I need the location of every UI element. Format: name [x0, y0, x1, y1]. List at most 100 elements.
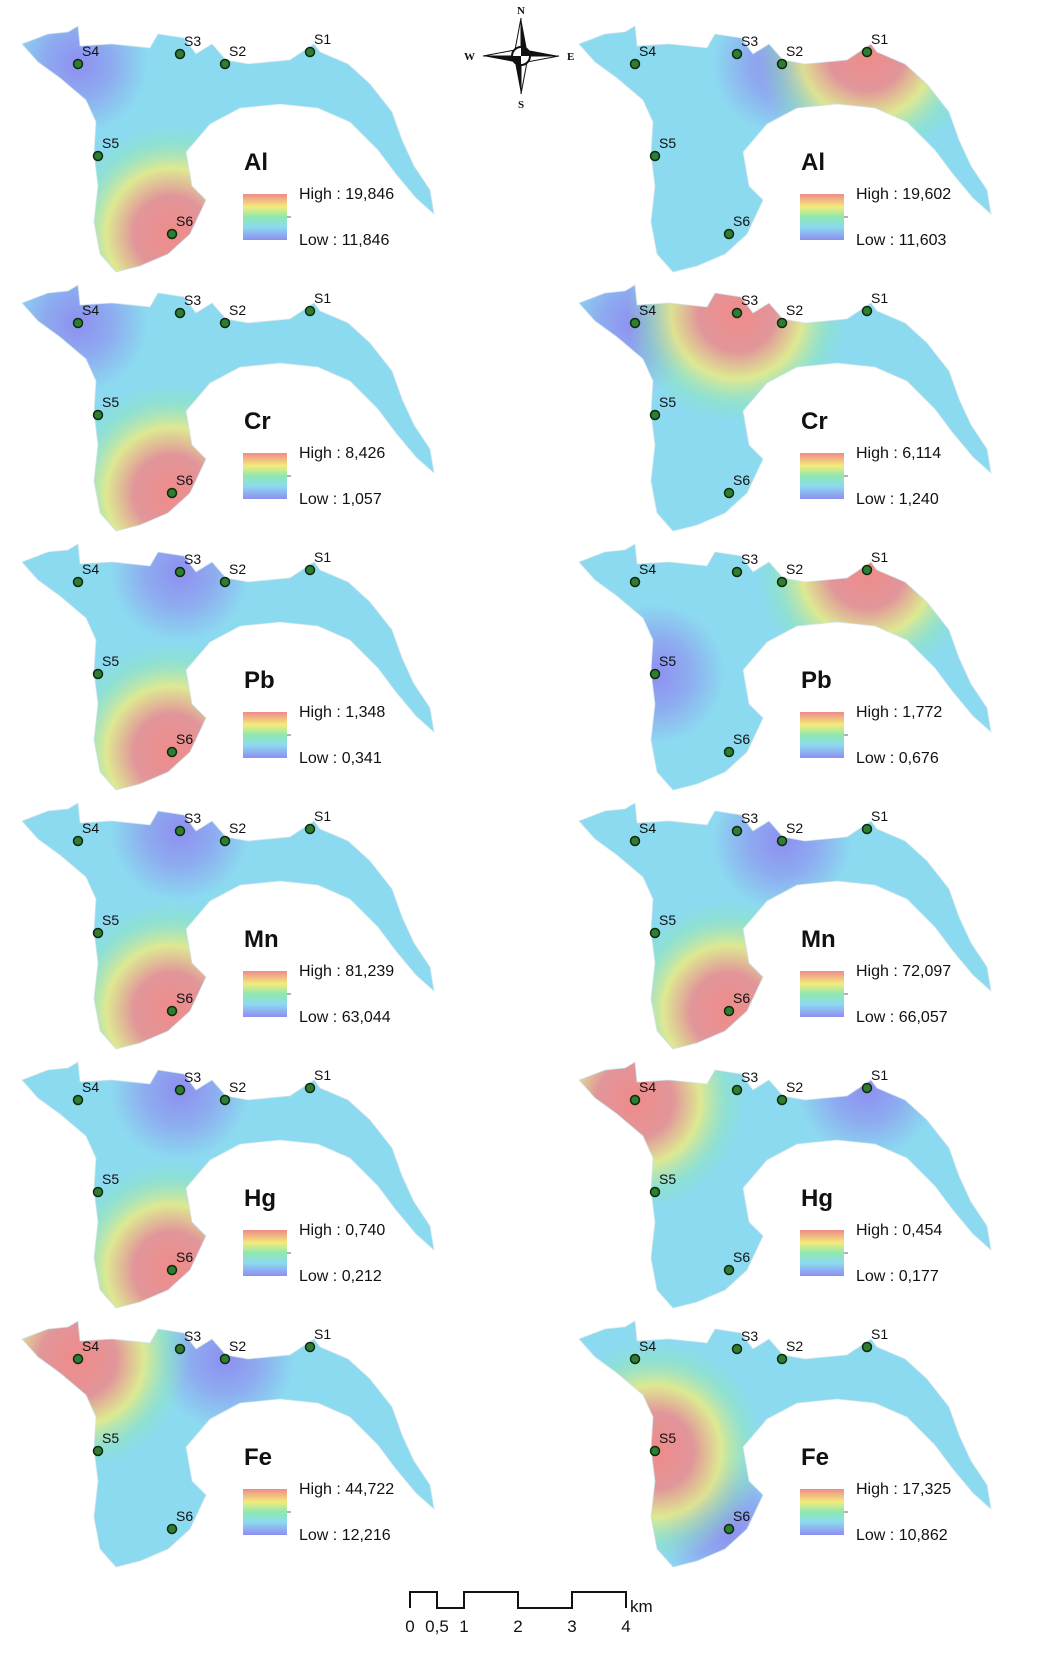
legend-color-ramp [243, 453, 287, 499]
site-marker-s3 [174, 307, 186, 319]
legend-color-ramp [800, 971, 844, 1017]
legend-high-value: High : 19,602 [856, 186, 951, 203]
site-label-s1: S1 [314, 1326, 331, 1342]
scale-tick-0: 0 [405, 1617, 414, 1636]
legend-low-value: Low : 0,177 [856, 1268, 939, 1285]
site-label-s4: S4 [639, 302, 656, 318]
site-marker-s4 [72, 317, 84, 329]
legend-high-value: High : 1,772 [856, 704, 942, 721]
site-label-s2: S2 [786, 561, 803, 577]
site-marker-s5 [92, 1445, 104, 1457]
site-marker-s1 [304, 1082, 316, 1094]
lake-surface [22, 544, 434, 790]
compass-s-label: S [518, 99, 524, 111]
site-marker-s2 [219, 1094, 231, 1106]
legend-low-value: Low : 0,212 [299, 1268, 382, 1285]
site-label-s6: S6 [176, 1508, 193, 1524]
legend-low-value: Low : 66,057 [856, 1009, 948, 1026]
site-label-s4: S4 [639, 43, 656, 59]
legend-color-ramp [800, 712, 844, 758]
site-label-s2: S2 [229, 1338, 246, 1354]
site-label-s6: S6 [176, 472, 193, 488]
site-marker-s3 [731, 1084, 743, 1096]
map-panel-mn-left: S1 S2 S3 S4 S5 S6 Mn High : 81,239 Low : 63,044 [21, 802, 435, 1050]
site-marker-s2 [776, 1353, 788, 1365]
map-panel-fe-left: S1 S2 S3 S4 S5 S6 Fe High : 44,722 Low : 12,216 [21, 1320, 435, 1568]
site-label-s2: S2 [229, 43, 246, 59]
site-label-s3: S3 [741, 551, 758, 567]
site-marker-s5 [92, 1186, 104, 1198]
site-marker-s5 [92, 927, 104, 939]
legend-high-value: High : 17,325 [856, 1481, 951, 1498]
compass-e-label: E [567, 51, 574, 63]
site-marker-s1 [304, 1341, 316, 1353]
site-marker-s1 [861, 823, 873, 835]
site-marker-s2 [219, 835, 231, 847]
legend-color-ramp [243, 1230, 287, 1276]
site-label-s3: S3 [741, 1328, 758, 1344]
legend-low-value: Low : 12,216 [299, 1527, 391, 1544]
scale-tick-4: 3 [567, 1617, 576, 1636]
site-label-s4: S4 [639, 1079, 656, 1095]
element-label: Hg [244, 1185, 276, 1212]
compass-n-label: N [517, 5, 525, 17]
legend-low-value: Low : 63,044 [299, 1009, 391, 1026]
site-label-s1: S1 [871, 290, 888, 306]
site-marker-s4 [72, 58, 84, 70]
scale-unit: km [630, 1597, 653, 1616]
site-label-s2: S2 [229, 1079, 246, 1095]
legend-high-value: High : 8,426 [299, 445, 385, 462]
site-label-s2: S2 [786, 1079, 803, 1095]
site-marker-s6 [723, 1005, 735, 1017]
site-marker-s5 [92, 150, 104, 162]
site-label-s6: S6 [733, 1249, 750, 1265]
site-label-s2: S2 [229, 820, 246, 836]
site-label-s3: S3 [184, 292, 201, 308]
site-marker-s3 [731, 1343, 743, 1355]
site-marker-s6 [723, 1523, 735, 1535]
legend-color-ramp [243, 1489, 287, 1535]
site-marker-s3 [731, 825, 743, 837]
site-marker-s5 [92, 409, 104, 421]
site-label-s3: S3 [184, 33, 201, 49]
site-label-s2: S2 [229, 561, 246, 577]
site-marker-s1 [861, 1341, 873, 1353]
site-label-s1: S1 [314, 290, 331, 306]
site-marker-s5 [649, 409, 661, 421]
site-label-s3: S3 [184, 1069, 201, 1085]
element-label: Cr [244, 408, 271, 435]
element-label: Mn [244, 926, 279, 953]
site-label-s3: S3 [741, 33, 758, 49]
legend-low-value: Low : 11,603 [856, 232, 947, 249]
site-label-s4: S4 [82, 43, 99, 59]
site-label-s5: S5 [102, 394, 119, 410]
site-marker-s6 [166, 1005, 178, 1017]
element-label: Al [801, 149, 825, 176]
legend-color-ramp [800, 453, 844, 499]
scale-tick-3: 2 [513, 1617, 522, 1636]
site-marker-s5 [649, 1445, 661, 1457]
site-marker-s6 [166, 746, 178, 758]
site-marker-s1 [304, 305, 316, 317]
lake-surface [22, 1062, 434, 1308]
site-marker-s5 [649, 150, 661, 162]
lake-surface [579, 1321, 991, 1567]
site-marker-s4 [629, 1094, 641, 1106]
legend-high-value: High : 1,348 [299, 704, 385, 721]
site-label-s4: S4 [82, 1079, 99, 1095]
lake-surface [22, 1321, 434, 1567]
legend-high-value: High : 81,239 [299, 963, 394, 980]
site-label-s5: S5 [102, 135, 119, 151]
map-panel-hg-left: S1 S2 S3 S4 S5 S6 Hg High : 0,740 Low : 0,212 [21, 1061, 435, 1309]
site-marker-s4 [629, 835, 641, 847]
site-label-s1: S1 [314, 31, 331, 47]
site-marker-s3 [731, 566, 743, 578]
element-label: Al [244, 149, 268, 176]
site-marker-s1 [304, 564, 316, 576]
site-marker-s2 [776, 576, 788, 588]
element-label: Mn [801, 926, 836, 953]
lake-surface [22, 803, 434, 1049]
site-marker-s6 [723, 1264, 735, 1276]
site-marker-s3 [731, 48, 743, 60]
compass-w-label: W [464, 51, 475, 63]
